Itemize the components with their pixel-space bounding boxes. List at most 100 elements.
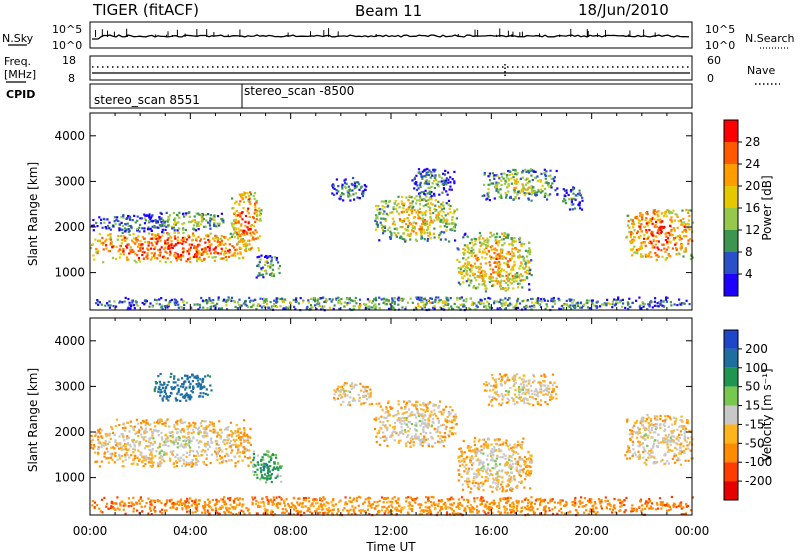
velocity-cell — [423, 404, 426, 407]
power-cell — [400, 200, 403, 203]
velocity-cell — [466, 483, 469, 486]
velocity-cell — [187, 436, 190, 439]
power-cell — [374, 305, 378, 308]
velocity-cell — [202, 420, 205, 423]
velocity-cell — [383, 416, 386, 420]
power-cell — [362, 190, 365, 193]
power-cell — [526, 251, 529, 254]
velocity-cell — [408, 421, 411, 424]
power-cell — [238, 257, 241, 260]
power-cell — [190, 243, 194, 246]
power-cell — [631, 222, 634, 225]
power-cell — [120, 216, 123, 219]
velocity-cell — [210, 441, 213, 444]
power-cell — [171, 246, 174, 249]
power-cell — [658, 232, 661, 236]
power-cell — [510, 182, 513, 185]
power-cell — [678, 234, 681, 237]
velocity-cell — [190, 396, 193, 399]
power-cell — [543, 299, 546, 302]
power-cell — [661, 225, 664, 228]
power-cell — [507, 286, 510, 290]
power-cell — [122, 216, 125, 219]
velocity-cell — [427, 425, 430, 428]
velocity-cell — [248, 456, 251, 459]
velocity-cell — [370, 402, 374, 405]
power-cell — [676, 226, 679, 229]
velocity-cell — [392, 415, 395, 418]
power-cell — [349, 299, 353, 302]
power-cell — [546, 182, 549, 185]
power-cell — [238, 240, 241, 243]
power-cell — [128, 252, 131, 255]
velocity-cell — [189, 398, 192, 401]
power-cell — [249, 224, 252, 227]
power-cell — [492, 268, 495, 271]
velocity-cell — [191, 391, 194, 394]
power-cell — [376, 215, 379, 218]
power-cell — [129, 249, 132, 252]
power-cell — [460, 296, 463, 299]
velocity-cell — [95, 432, 98, 435]
velocity-cell — [349, 404, 352, 407]
power-cell — [556, 187, 559, 190]
power-cell — [493, 302, 496, 305]
velocity-cell — [523, 463, 526, 466]
power-cell — [646, 308, 649, 311]
velocity-cell — [226, 434, 229, 437]
velocity-cell — [389, 435, 392, 438]
power-cell — [188, 220, 191, 223]
power-cell — [242, 239, 245, 242]
velocity-cell — [137, 435, 140, 438]
velocity-cell — [192, 462, 195, 465]
power-cell — [156, 220, 159, 223]
velocity-cell — [451, 409, 454, 412]
velocity-cell — [170, 386, 173, 389]
velocity-cell — [217, 433, 220, 436]
power-cell — [164, 261, 167, 264]
power-cell — [440, 230, 443, 233]
power-cell — [405, 229, 408, 232]
power-cell — [517, 250, 520, 254]
power-cell — [160, 220, 163, 223]
power-cell — [544, 187, 547, 191]
velocity-cell — [457, 479, 460, 482]
velocity-cell — [199, 387, 202, 391]
velocity-cell — [266, 466, 269, 469]
velocity-cell — [427, 443, 430, 446]
velocity-cell — [248, 441, 251, 444]
power-cell — [512, 176, 515, 179]
power-cell — [173, 254, 176, 257]
power-cell — [99, 222, 103, 225]
power-cell — [504, 301, 508, 304]
power-cell — [531, 297, 534, 300]
power-cell — [500, 175, 503, 178]
power-cell — [574, 306, 577, 309]
power-cell — [495, 235, 499, 238]
power-cell — [627, 307, 630, 311]
power-cell — [126, 258, 129, 261]
velocity-cell — [412, 444, 415, 447]
power-cell — [384, 225, 387, 228]
power-cell — [404, 306, 407, 309]
power-cell — [332, 186, 335, 189]
power-cell — [681, 209, 684, 212]
velocity-cell — [102, 444, 105, 447]
power-cell — [351, 299, 354, 302]
power-cell — [213, 224, 216, 227]
velocity-cell — [225, 427, 228, 430]
velocity-cell — [121, 455, 124, 458]
power-cell — [565, 299, 568, 302]
velocity-cell — [206, 374, 209, 377]
velocity-cell — [409, 412, 412, 415]
power-cell — [507, 284, 510, 287]
velocity-cell — [233, 440, 236, 443]
power-cell — [522, 184, 525, 187]
power-cell — [270, 305, 274, 308]
power-cell — [476, 259, 479, 262]
power-cell — [374, 307, 377, 310]
power-cell — [242, 231, 245, 234]
velocity-cell — [448, 430, 451, 433]
power-cell — [484, 262, 487, 265]
power-cell — [492, 271, 495, 274]
